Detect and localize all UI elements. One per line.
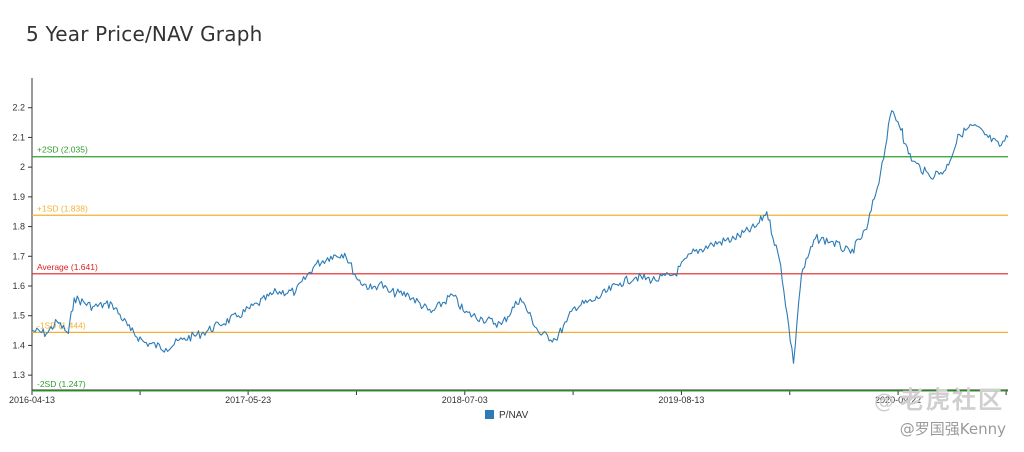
legend-swatch <box>485 410 494 419</box>
y-tick-label: 2 <box>20 162 25 172</box>
x-tick-label: 2017-05-23 <box>225 395 271 405</box>
y-tick-label: 1.7 <box>12 251 25 261</box>
chart-title: 5 Year Price/NAV Graph <box>26 22 263 46</box>
reference-line-label: +1SD (1.838) <box>37 203 88 213</box>
x-tick-label: 2016-04-13 <box>9 395 55 405</box>
reference-line-label: Average (1.641) <box>37 262 98 272</box>
y-tick-label: 1.6 <box>12 281 25 291</box>
y-tick-label: 1.9 <box>12 192 25 202</box>
legend-label: P/NAV <box>499 410 529 421</box>
watermark-at-symbol: @ <box>874 389 896 413</box>
y-tick-label: 1.8 <box>12 222 25 232</box>
series-line-pnav <box>31 110 1009 364</box>
reference-line-label: +2SD (2.035) <box>37 145 88 155</box>
y-tick-label: 1.3 <box>12 370 25 380</box>
x-tick-label: 2018-07-03 <box>442 395 488 405</box>
y-tick-label: 1.5 <box>12 311 25 321</box>
y-tick-label: 2.2 <box>12 103 25 113</box>
y-tick-label: 2.1 <box>12 132 25 142</box>
watermark-author: @罗国强Kenny <box>899 420 1006 438</box>
reference-line-label: -2SD (1.247) <box>37 379 86 389</box>
watermark-brand: 老虎社区 <box>900 386 1004 414</box>
y-tick-label: 1.4 <box>12 340 25 350</box>
x-tick-label: 2019-08-13 <box>658 395 704 405</box>
x-tick-label: 2020-09-22 <box>875 395 921 405</box>
watermark-logo: @ 老虎社区 <box>874 380 1004 415</box>
